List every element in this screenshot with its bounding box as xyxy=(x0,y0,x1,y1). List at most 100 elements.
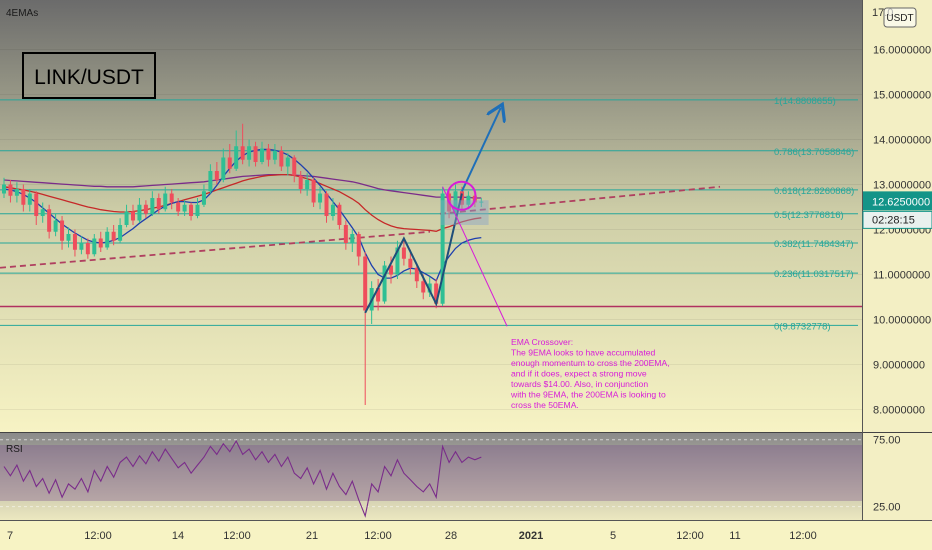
price-axis-tick-5: 11.0000000 xyxy=(873,270,930,282)
candle-body-40 xyxy=(260,148,264,162)
candle-body-50 xyxy=(324,193,329,216)
candle-body-11 xyxy=(72,234,77,250)
candle-52 xyxy=(337,202,342,230)
consolidation-box xyxy=(440,200,489,225)
ema-purple-line xyxy=(3,173,482,199)
fib-level-label-5: 0.236(11.0317517) xyxy=(774,269,854,280)
candle-body-16 xyxy=(105,231,110,248)
time-axis[interactable]: 7 12:00 14 12:00 21 12:00 28 2021 5 12:00 11 12:00 xyxy=(7,530,817,542)
annotation-line-3: and if it does, expect a strong move xyxy=(511,369,647,379)
time-axis-tick-9: 12:00 xyxy=(676,530,704,542)
candle-body-29 xyxy=(189,204,194,216)
fibonacci-retracement[interactable]: 1(14.8808655) 0.786(13.7058846) 0.618(12.8… xyxy=(0,96,862,332)
price-axis-tick-7: 9.0000000 xyxy=(873,360,925,372)
candle-body-6 xyxy=(40,209,45,216)
countdown-badge xyxy=(862,210,932,229)
candle-body-55 xyxy=(356,234,361,257)
candle-body-26 xyxy=(169,193,174,203)
rsi-axis-tick-1: 25.00 xyxy=(873,502,901,514)
candle-body-74 xyxy=(479,201,484,203)
time-axis-tick-0: 7 xyxy=(7,530,13,542)
candle-17 xyxy=(111,225,116,246)
candle-28 xyxy=(182,200,187,216)
candle-46 xyxy=(298,171,303,194)
annotation-line-4: towards $14.00. Also, in conjunction xyxy=(511,379,648,389)
candle-body-59 xyxy=(382,265,387,302)
candle-body-17 xyxy=(111,231,116,241)
candle-body-36 xyxy=(234,146,239,169)
candle-body-12 xyxy=(79,243,84,250)
rsi-indicator xyxy=(0,439,862,518)
main-pane-background xyxy=(0,0,862,432)
candle-1 xyxy=(8,180,13,203)
candle-body-14 xyxy=(92,238,97,255)
candle-body-2 xyxy=(14,189,19,196)
candle-25 xyxy=(163,186,168,212)
projection-arrow xyxy=(461,108,501,192)
candle-34 xyxy=(221,148,226,183)
candle-4 xyxy=(27,189,32,212)
candle-body-51 xyxy=(330,204,335,216)
price-axis-tick-3: 13.0000000 xyxy=(873,180,931,192)
candle-50 xyxy=(324,191,329,223)
candle-body-63 xyxy=(408,258,413,268)
candle-45 xyxy=(292,155,297,183)
time-axis-tick-10: 11 xyxy=(729,530,740,542)
candle-body-22 xyxy=(143,204,148,214)
candle-26 xyxy=(169,189,174,210)
candle-body-46 xyxy=(298,175,303,189)
time-axis-tick-8: 5 xyxy=(610,530,616,542)
candle-body-67 xyxy=(434,283,439,304)
candle-15 xyxy=(98,231,103,252)
candle-18 xyxy=(118,218,123,243)
time-axis-tick-3: 12:00 xyxy=(223,530,251,542)
countdown-label: 02:28:15 xyxy=(872,214,915,226)
highlight-circle xyxy=(446,180,477,211)
candle-body-56 xyxy=(363,256,368,311)
candle-body-38 xyxy=(247,146,252,160)
candle-40 xyxy=(260,141,264,165)
rsi-label[interactable]: RSI xyxy=(6,444,23,455)
candle-body-42 xyxy=(272,150,277,160)
candle-body-47 xyxy=(305,180,310,189)
candle-body-31 xyxy=(201,191,206,205)
price-axis-tick-6: 10.0000000 xyxy=(873,315,931,327)
candle-body-13 xyxy=(85,243,90,255)
candle-body-61 xyxy=(395,247,400,275)
candle-31 xyxy=(201,184,206,207)
candle-body-7 xyxy=(47,209,52,232)
candle-body-54 xyxy=(350,234,355,243)
candle-32 xyxy=(208,164,213,194)
candle-body-64 xyxy=(414,267,419,282)
candle-body-4 xyxy=(27,193,32,205)
candle-29 xyxy=(189,202,194,221)
candle-body-35 xyxy=(227,157,232,169)
candle-body-49 xyxy=(318,193,323,203)
candle-7 xyxy=(47,204,52,239)
candle-body-27 xyxy=(176,202,181,212)
candle-56 xyxy=(363,252,368,405)
time-axis-background xyxy=(0,520,932,550)
candle-body-5 xyxy=(34,193,39,216)
candle-36 xyxy=(234,130,239,171)
trendline-dashed-left xyxy=(0,230,431,269)
annotation-line-6: cross the 50EMA. xyxy=(511,400,579,410)
pattern-drawings[interactable]: EMA Crossover:The 9EMA looks to have acc… xyxy=(364,108,670,410)
fib-level-label-3: 0.5(12.3776816) xyxy=(774,210,844,221)
symbol-title-box: LINK/USDT xyxy=(22,52,156,99)
candle-42 xyxy=(272,144,277,165)
candle-body-60 xyxy=(389,265,393,275)
candle-41 xyxy=(266,144,271,167)
indicator-label[interactable]: 4EMAs xyxy=(6,8,38,19)
candle-43 xyxy=(279,146,284,171)
candle-body-28 xyxy=(182,204,187,212)
currency-button[interactable]: USDT xyxy=(883,7,917,28)
trendline-dashed-right xyxy=(439,185,721,215)
candle-body-15 xyxy=(98,238,103,248)
candle-2 xyxy=(14,182,19,203)
trendline-group[interactable] xyxy=(0,185,721,269)
candle-body-18 xyxy=(118,225,123,241)
candle-55 xyxy=(356,231,361,266)
currency-button-label[interactable]: USDT xyxy=(886,13,913,24)
